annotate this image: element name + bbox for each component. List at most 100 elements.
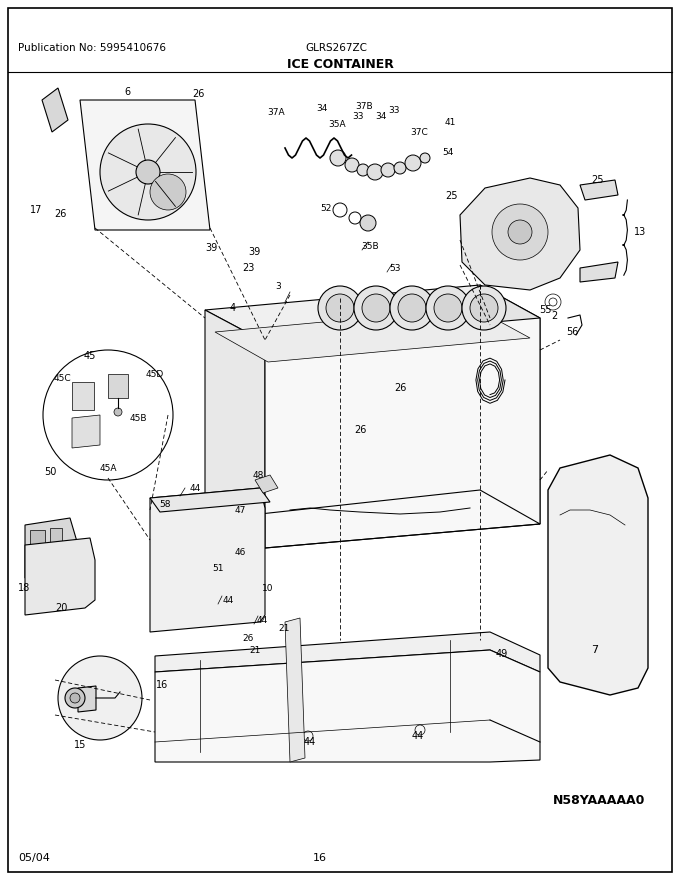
Text: 46: 46 xyxy=(235,547,245,556)
Text: N58YAAAAA0: N58YAAAAA0 xyxy=(553,794,645,806)
Text: ICE CONTAINER: ICE CONTAINER xyxy=(286,57,394,70)
Circle shape xyxy=(114,408,122,416)
Polygon shape xyxy=(205,285,540,342)
Text: 17: 17 xyxy=(30,205,42,215)
Text: 6: 6 xyxy=(124,87,130,97)
Text: 34: 34 xyxy=(375,112,387,121)
Text: 45D: 45D xyxy=(146,370,164,378)
Circle shape xyxy=(492,204,548,260)
Text: 25: 25 xyxy=(592,175,605,185)
Text: 33: 33 xyxy=(388,106,400,114)
Circle shape xyxy=(100,124,196,220)
Text: 52: 52 xyxy=(320,203,332,212)
Bar xyxy=(108,374,128,398)
Circle shape xyxy=(357,164,369,176)
Text: 53: 53 xyxy=(389,263,401,273)
Polygon shape xyxy=(150,488,265,632)
Text: 26: 26 xyxy=(242,634,254,642)
Circle shape xyxy=(434,294,462,322)
Text: 26: 26 xyxy=(192,89,204,99)
Polygon shape xyxy=(265,318,540,548)
Text: 35A: 35A xyxy=(328,120,346,128)
Text: 45A: 45A xyxy=(99,464,117,473)
Text: 23: 23 xyxy=(242,263,254,273)
Text: 21: 21 xyxy=(250,646,260,655)
Circle shape xyxy=(58,656,142,740)
Polygon shape xyxy=(580,180,618,200)
Text: 37B: 37B xyxy=(355,101,373,111)
Polygon shape xyxy=(548,455,648,695)
Circle shape xyxy=(70,693,80,703)
Circle shape xyxy=(318,286,362,330)
Text: 16: 16 xyxy=(313,853,327,863)
Circle shape xyxy=(462,286,506,330)
Circle shape xyxy=(394,162,406,174)
Polygon shape xyxy=(285,618,305,762)
Polygon shape xyxy=(80,100,210,230)
Text: 16: 16 xyxy=(156,680,168,690)
Circle shape xyxy=(354,286,398,330)
Bar xyxy=(30,530,45,550)
Polygon shape xyxy=(155,650,540,762)
Polygon shape xyxy=(78,686,96,712)
Circle shape xyxy=(398,294,426,322)
Text: 44: 44 xyxy=(189,483,201,493)
Polygon shape xyxy=(255,475,278,493)
Polygon shape xyxy=(150,488,270,512)
Text: 18: 18 xyxy=(18,583,30,593)
Text: 45: 45 xyxy=(84,351,96,361)
Text: 7: 7 xyxy=(592,645,598,655)
Text: 21: 21 xyxy=(278,624,290,633)
Circle shape xyxy=(360,215,376,231)
Text: 3: 3 xyxy=(275,282,281,290)
Text: 35B: 35B xyxy=(361,241,379,251)
Polygon shape xyxy=(460,178,580,290)
Polygon shape xyxy=(580,262,618,282)
Polygon shape xyxy=(25,538,95,615)
Text: 47: 47 xyxy=(235,505,245,515)
Text: 26: 26 xyxy=(54,209,66,219)
Text: 26: 26 xyxy=(394,383,406,393)
Text: 37C: 37C xyxy=(410,128,428,136)
Circle shape xyxy=(470,294,498,322)
Text: 44: 44 xyxy=(222,596,234,605)
Circle shape xyxy=(136,160,160,184)
Text: Publication No: 5995410676: Publication No: 5995410676 xyxy=(18,43,166,53)
Circle shape xyxy=(150,174,186,210)
Polygon shape xyxy=(42,88,68,132)
Circle shape xyxy=(330,150,346,166)
Text: 20: 20 xyxy=(55,603,67,613)
Circle shape xyxy=(65,688,85,708)
Text: 39: 39 xyxy=(248,247,260,257)
Circle shape xyxy=(326,294,354,322)
Text: 4: 4 xyxy=(230,303,236,313)
Circle shape xyxy=(405,155,421,171)
Circle shape xyxy=(426,286,470,330)
Circle shape xyxy=(362,294,390,322)
Polygon shape xyxy=(215,308,530,362)
Text: 05/04: 05/04 xyxy=(18,853,50,863)
Text: 41: 41 xyxy=(444,118,456,127)
Circle shape xyxy=(345,158,359,172)
Text: 58: 58 xyxy=(159,500,171,509)
Circle shape xyxy=(381,163,395,177)
Bar xyxy=(50,528,62,546)
Text: 34: 34 xyxy=(316,104,328,113)
Polygon shape xyxy=(480,285,540,524)
Text: 44: 44 xyxy=(412,731,424,741)
Text: 44: 44 xyxy=(256,615,268,625)
Text: 33: 33 xyxy=(352,112,364,121)
Text: 51: 51 xyxy=(212,563,224,573)
Text: 44: 44 xyxy=(304,737,316,747)
Text: 55: 55 xyxy=(539,305,551,315)
Polygon shape xyxy=(72,415,100,448)
Text: 2: 2 xyxy=(551,311,557,321)
Circle shape xyxy=(367,164,383,180)
Text: 48: 48 xyxy=(252,471,264,480)
Text: 54: 54 xyxy=(442,148,454,157)
Text: 45B: 45B xyxy=(129,414,147,422)
Text: 56: 56 xyxy=(566,327,578,337)
Text: 13: 13 xyxy=(634,227,646,237)
Text: 25: 25 xyxy=(446,191,458,201)
Text: 10: 10 xyxy=(262,583,274,592)
